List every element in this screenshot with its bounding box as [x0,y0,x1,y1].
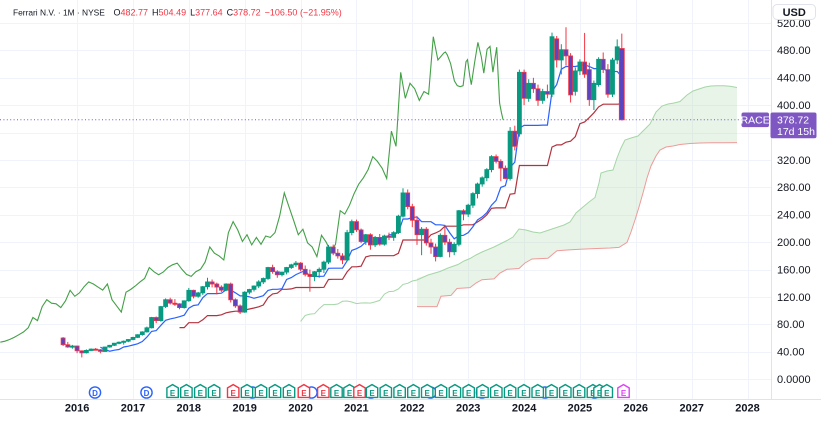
svg-text:E: E [563,389,569,398]
svg-text:2022: 2022 [400,403,424,415]
svg-text:E: E [411,389,417,398]
svg-text:2021: 2021 [344,403,368,415]
svg-text:E: E [494,389,500,398]
svg-text:E: E [507,389,513,398]
svg-text:E: E [198,389,204,398]
svg-text:E: E [425,389,431,398]
svg-text:E: E [211,389,217,398]
svg-text:Ferrari N.V. · 1M · NYSE: Ferrari N.V. · 1M · NYSE [13,7,105,17]
svg-text:E: E [397,389,403,398]
svg-text:2023: 2023 [456,403,480,415]
svg-text:E: E [347,389,353,398]
svg-text:80.00: 80.00 [777,319,805,331]
svg-text:2019: 2019 [232,403,256,415]
svg-text:E: E [334,389,340,398]
svg-text:E: E [184,389,190,398]
svg-text:E: E [452,389,458,398]
svg-text:40.00: 40.00 [777,347,805,359]
svg-text:D: D [144,389,150,398]
svg-text:200.00: 200.00 [777,237,811,249]
svg-text:2016: 2016 [65,403,89,415]
svg-text:E: E [604,389,610,398]
svg-text:120.00: 120.00 [777,292,811,304]
svg-text:D: D [92,389,98,398]
svg-text:400.00: 400.00 [777,100,811,112]
svg-text:2027: 2027 [679,403,703,415]
svg-text:E: E [383,389,389,398]
svg-text:2026: 2026 [624,403,648,415]
svg-text:E: E [535,389,541,398]
svg-text:E: E [170,389,176,398]
svg-text:480.00: 480.00 [777,45,811,57]
svg-text:E: E [521,389,527,398]
svg-text:E: E [621,389,627,398]
svg-text:E: E [286,389,292,398]
svg-text:E: E [466,389,472,398]
svg-text:2024: 2024 [512,403,537,415]
svg-text:E: E [244,389,250,398]
svg-text:280.00: 280.00 [777,182,811,194]
svg-text:160.00: 160.00 [777,264,811,276]
svg-text:O482.77 H504.49 L377.64 C37: O482.77 H504.49 L377.64 C378.72 −106.50 … [114,8,342,18]
svg-text:440.00: 440.00 [777,73,811,85]
svg-text:E: E [576,389,582,398]
svg-text:USD: USD [783,7,806,19]
svg-text:E: E [321,389,327,398]
svg-text:E: E [258,389,264,398]
svg-text:E: E [480,389,486,398]
svg-text:E: E [272,389,278,398]
svg-text:2025: 2025 [568,403,592,415]
svg-text:E: E [357,389,363,398]
svg-text:2020: 2020 [288,403,312,415]
svg-text:E: E [438,389,444,398]
svg-text:2028: 2028 [735,403,759,415]
svg-text:E: E [231,389,237,398]
svg-text:240.00: 240.00 [777,210,811,222]
svg-text:E: E [369,389,375,398]
svg-text:E: E [549,389,555,398]
svg-text:520.00: 520.00 [777,18,811,30]
svg-text:17d 15h: 17d 15h [777,126,815,138]
svg-text:2018: 2018 [177,403,201,415]
svg-text:RACE: RACE [741,114,770,126]
svg-text:320.00: 320.00 [777,155,811,167]
svg-text:378.72: 378.72 [777,114,809,126]
svg-text:E: E [301,389,307,398]
svg-text:0.0000: 0.0000 [777,374,811,386]
svg-text:E: E [597,389,603,398]
svg-text:2017: 2017 [121,403,145,415]
